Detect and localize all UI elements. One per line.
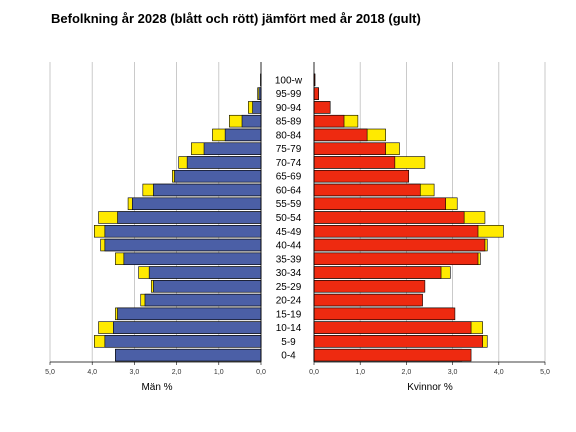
bar-men-2028 xyxy=(123,252,262,266)
bar-men-2028 xyxy=(224,128,262,142)
bar-women-2028 xyxy=(313,197,446,210)
bars-men xyxy=(94,73,262,362)
bar-women-2028 xyxy=(313,252,479,266)
tick-label-women: 3,0 xyxy=(448,369,458,376)
bar-women-2028 xyxy=(313,156,396,169)
bar-women-2028 xyxy=(313,293,423,307)
age-group-label: 45-49 xyxy=(276,227,302,238)
age-group-label: 35-39 xyxy=(276,254,302,265)
bar-women-2028 xyxy=(313,183,421,197)
tick-label-men: 2,0 xyxy=(172,369,182,376)
age-group-label: 15-19 xyxy=(276,309,302,320)
tick-label-women: 2,0 xyxy=(402,369,412,376)
bar-men-2028 xyxy=(117,211,262,224)
bar-men-2028 xyxy=(117,307,262,321)
age-group-label: 80-84 xyxy=(276,130,302,141)
bar-women-2028 xyxy=(313,307,456,321)
bar-men-2028 xyxy=(131,197,262,210)
age-group-label: 70-74 xyxy=(276,158,302,169)
bar-men-2028 xyxy=(186,156,262,169)
bar-men-2028 xyxy=(144,293,262,307)
bar-men-2028 xyxy=(153,183,262,197)
bar-men-2028 xyxy=(174,169,262,183)
age-group-label: 75-79 xyxy=(276,144,302,155)
age-group-label: 0-4 xyxy=(281,351,296,362)
age-group-label: 90-94 xyxy=(276,103,302,114)
x-axis-label-women: Kvinnor % xyxy=(407,382,453,393)
bar-women-2028 xyxy=(313,87,319,100)
bar-women-2028 xyxy=(313,238,486,252)
tick-label-women: 0,0 xyxy=(309,369,319,376)
bar-men-2028 xyxy=(153,280,262,293)
bar-men-2028 xyxy=(252,101,262,114)
age-group-label: 60-64 xyxy=(276,185,302,196)
age-group-label: 10-14 xyxy=(276,323,302,334)
age-group-label: 30-34 xyxy=(276,268,302,279)
age-group-label: 100-w xyxy=(275,75,303,86)
bar-women-2028 xyxy=(313,280,426,293)
age-group-label: 20-24 xyxy=(276,296,302,307)
age-group-label: 25-29 xyxy=(276,282,302,293)
age-group-label: 95-99 xyxy=(276,89,302,100)
bar-women-2028 xyxy=(313,225,479,238)
tick-labels: 5,0 4,0 3,0 2,0 1,0 0,0 0,0 1,0 2,0 3,0 4,0 5,0 xyxy=(45,362,550,376)
bar-men-2028 xyxy=(104,225,262,238)
bar-men-2028 xyxy=(104,335,262,348)
bar-women-2028 xyxy=(313,128,368,142)
age-labels: 0-4 5-9 10-14 15-19 20-24 25-29 30-34 35-39 40-4… xyxy=(275,75,303,361)
bar-men-2028 xyxy=(241,114,262,128)
bar-women-2028 xyxy=(313,114,345,128)
age-group-label: 65-69 xyxy=(276,172,302,183)
bar-women-2028 xyxy=(313,211,465,224)
tick-label-women: 5,0 xyxy=(540,369,550,376)
tick-label-men: 5,0 xyxy=(45,369,55,376)
bar-men-2028 xyxy=(115,348,262,362)
x-axis-label-men: Män % xyxy=(141,382,172,393)
bar-men-2028 xyxy=(104,238,262,252)
bar-women-2028 xyxy=(313,266,442,279)
tick-label-men: 1,0 xyxy=(214,369,224,376)
tick-label-men: 3,0 xyxy=(130,369,140,376)
age-group-label: 85-89 xyxy=(276,117,302,128)
chart-title: Befolkning år 2028 (blått och rött) jämf… xyxy=(51,11,421,26)
bar-men-2028 xyxy=(148,266,262,279)
bar-men-2028 xyxy=(113,321,262,334)
age-group-label: 55-59 xyxy=(276,199,302,210)
bar-women-2028 xyxy=(313,101,331,114)
bar-women-2028 xyxy=(313,321,472,334)
tick-label-men: 0,0 xyxy=(256,369,266,376)
axes xyxy=(50,62,545,363)
bar-women-2028 xyxy=(313,169,410,183)
tick-label-women: 4,0 xyxy=(494,369,504,376)
tick-label-men: 4,0 xyxy=(87,369,97,376)
bars-women xyxy=(313,73,504,362)
age-group-label: 50-54 xyxy=(276,213,302,224)
age-group-label: 5-9 xyxy=(281,337,296,348)
tick-label-women: 1,0 xyxy=(355,369,365,376)
bar-men-2028 xyxy=(203,142,262,155)
bar-women-2028 xyxy=(313,142,386,155)
bar-women-2028 xyxy=(313,335,483,348)
bar-women-2028 xyxy=(313,348,472,362)
age-group-label: 40-44 xyxy=(276,241,302,252)
